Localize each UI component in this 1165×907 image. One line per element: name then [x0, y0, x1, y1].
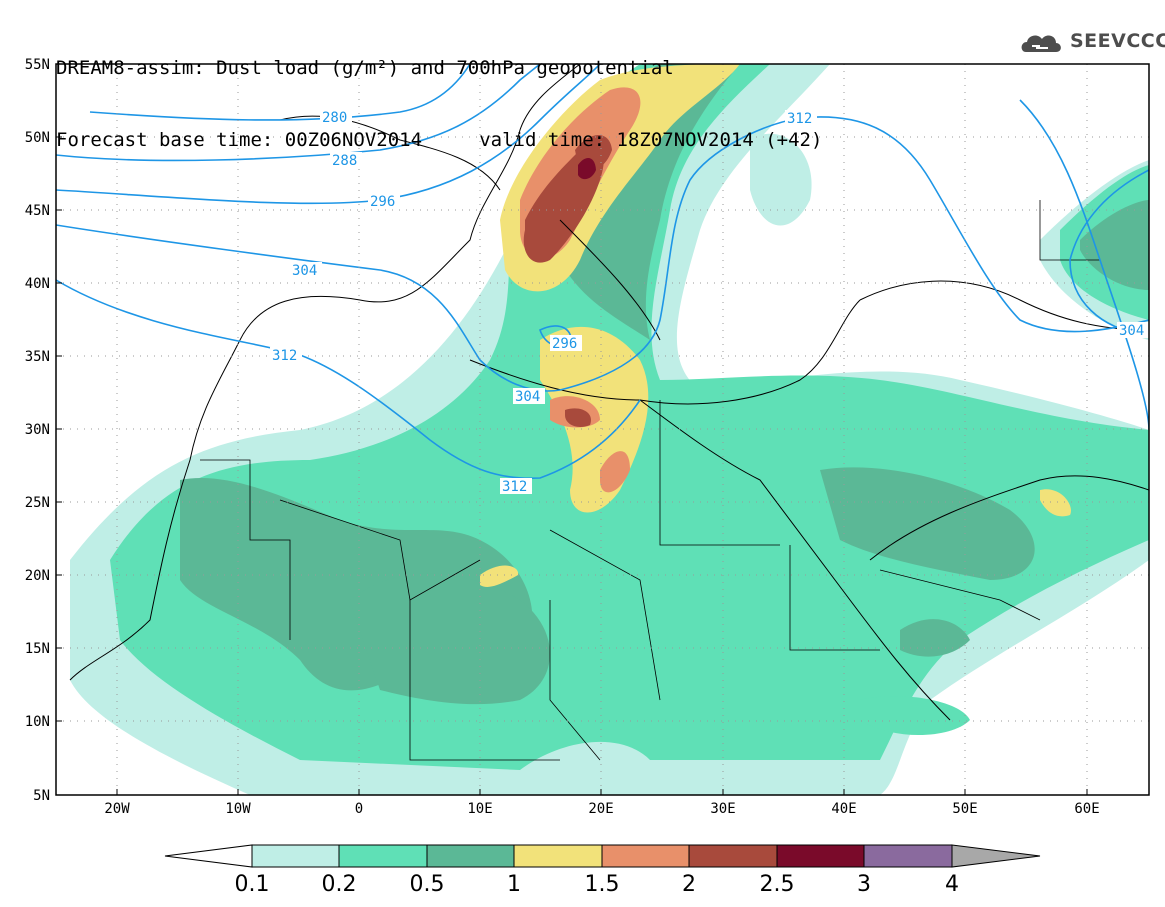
colorbar-segment: [338, 844, 428, 868]
contour-label: 280: [322, 110, 347, 126]
chart-title: DREAM8-assim: Dust load (g/m²) and 700hP…: [56, 8, 822, 176]
colorbar-segment: [251, 844, 340, 868]
lat-label: 10N: [25, 714, 50, 730]
contour-label: 304: [515, 389, 540, 405]
colorbar-segment: [863, 844, 953, 868]
lat-label: 45N: [25, 203, 50, 219]
lon-label: 10W: [225, 801, 251, 817]
contour-label: 296: [552, 336, 577, 352]
title-line-1: DREAM8-assim: Dust load (g/m²) and 700hP…: [56, 57, 674, 79]
contour-label: 312: [787, 111, 812, 127]
coastlines: [69, 64, 1149, 721]
lat-label: 40N: [25, 276, 50, 292]
lat-label: 35N: [25, 349, 50, 365]
lat-label: 30N: [25, 422, 50, 438]
contour-label: 312: [502, 479, 527, 495]
lon-label: 20E: [588, 801, 613, 817]
colorbar-segment: [513, 844, 603, 868]
dust-layer-0.5: [180, 64, 1149, 705]
colorbar-low-triangle: [164, 844, 253, 868]
contour-label: 304: [292, 263, 317, 279]
contour-label: 312: [272, 348, 297, 364]
title-line-2: Forecast base time: 00Z06NOV2014 valid t…: [56, 129, 823, 151]
lon-label: 50E: [952, 801, 977, 817]
colorbar-segment: [688, 844, 778, 868]
contour-label: 304: [1119, 323, 1144, 339]
lon-label: 10E: [467, 801, 492, 817]
colorbar: [164, 844, 1041, 868]
colorbar-tick-label: 1.5: [585, 872, 620, 897]
lat-label: 55N: [25, 57, 50, 73]
lon-label: 30E: [710, 801, 735, 817]
colorbar-high-triangle: [951, 844, 1041, 868]
lat-label: 25N: [25, 495, 50, 511]
longitude-labels: 20W 10W 0 10E 20E 30E 40E 50E 60E: [104, 801, 1099, 817]
colorbar-tick-label: 0.1: [235, 872, 270, 897]
lat-label: 50N: [25, 130, 50, 146]
colorbar-labels: 0.1 0.2 0.5 1 1.5 2 2.5 3 4: [235, 872, 960, 897]
contour-label: 288: [332, 153, 357, 169]
axis-ticks: [56, 136, 1088, 795]
colorbar-tick-label: 3: [857, 872, 871, 897]
lon-label: 40E: [831, 801, 856, 817]
latitude-labels: 55N 50N 45N 40N 35N 30N 25N 20N 15N 10N …: [25, 57, 50, 804]
contour-label: 296: [370, 194, 395, 210]
logo-text: SEEVCCC: [1070, 30, 1165, 52]
colorbar-tick-label: 4: [945, 872, 959, 897]
colorbar-tick-label: 0.5: [410, 872, 445, 897]
lon-label: 20W: [104, 801, 130, 817]
colorbar-tick-label: 0.2: [322, 872, 357, 897]
colorbar-tick-label: 2.5: [760, 872, 795, 897]
colorbar-segment: [426, 844, 515, 868]
graticule: [56, 64, 1149, 795]
contour-labels: 280 288 296 304 312 296 304 312 312 304: [270, 109, 1149, 495]
colorbar-tick-label: 2: [682, 872, 696, 897]
borders: [200, 200, 1100, 761]
colorbar-segment: [776, 844, 865, 868]
lon-label: 60E: [1074, 801, 1099, 817]
lat-label: 20N: [25, 568, 50, 584]
colorbar-segment: [601, 844, 690, 868]
lat-label: 15N: [25, 641, 50, 657]
dust-layer-2.5: [578, 158, 596, 180]
cloud-logo-icon: [1021, 35, 1061, 52]
lat-label: 5N: [33, 788, 50, 804]
lon-label: 0: [355, 801, 363, 817]
colorbar-tick-label: 1: [507, 872, 521, 897]
